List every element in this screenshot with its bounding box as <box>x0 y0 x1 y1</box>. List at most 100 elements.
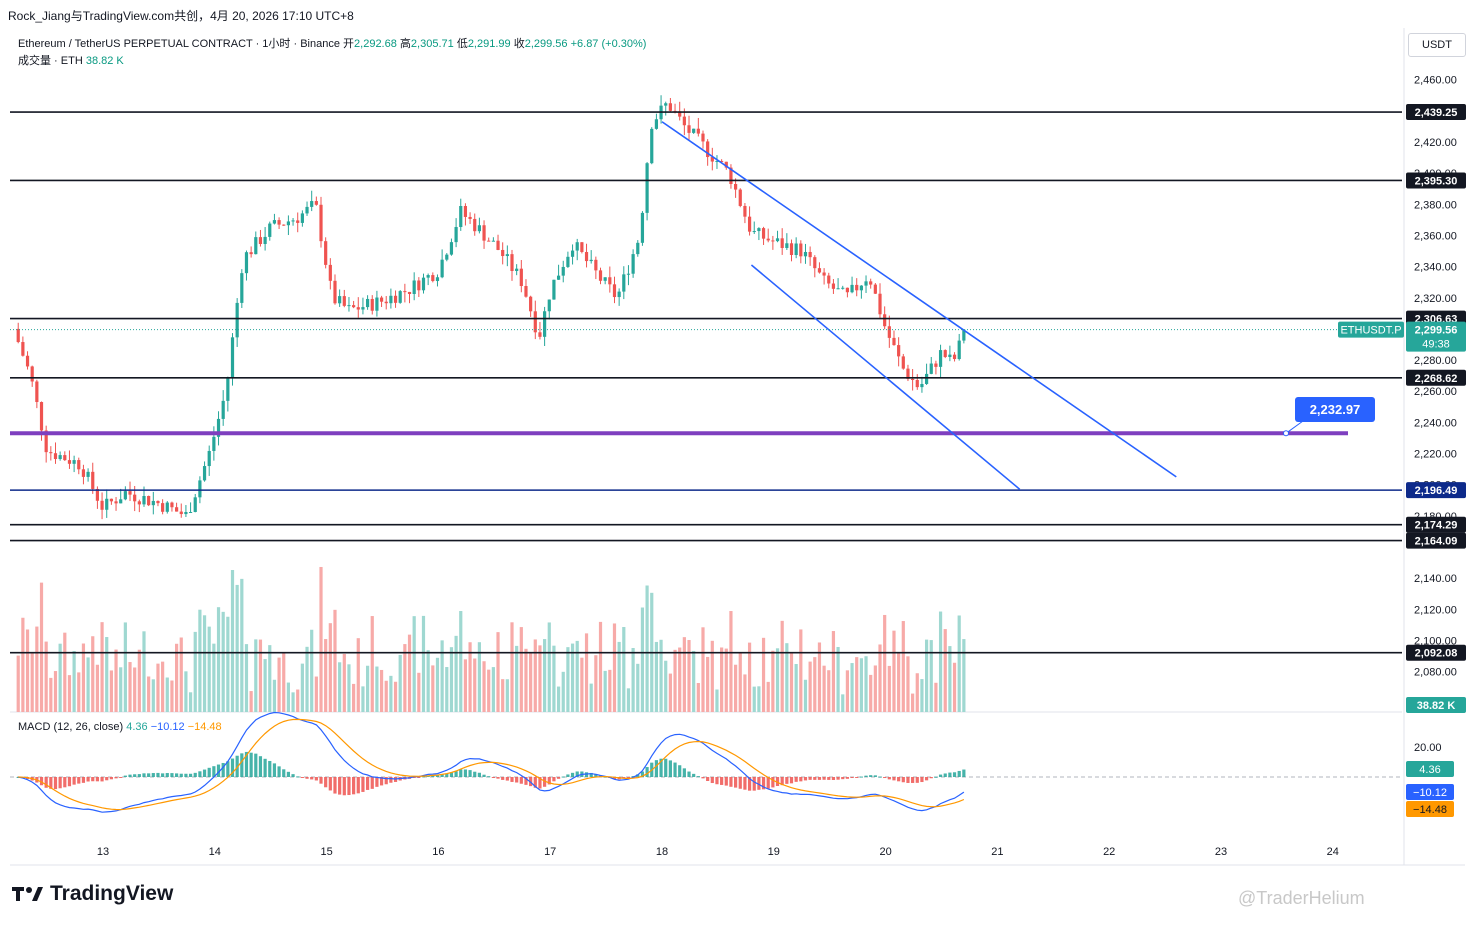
macd-hist-bar <box>244 751 249 777</box>
candle-body <box>715 160 719 162</box>
volume-bar <box>324 639 328 712</box>
volume-bar <box>808 661 812 712</box>
volume-bar <box>738 652 742 712</box>
volume-bar <box>342 653 346 712</box>
volume-bar <box>794 664 798 712</box>
macd-hist-bar <box>706 777 710 781</box>
candle-body <box>398 291 402 303</box>
volume-bar <box>49 677 53 712</box>
candle-body <box>389 295 393 304</box>
macd-hist-bar <box>314 777 318 781</box>
macd-hist-bar <box>53 777 58 790</box>
candle-body <box>128 491 132 495</box>
macd-hist-bar <box>636 774 640 777</box>
volume-bar <box>612 623 617 712</box>
candle-body <box>133 494 137 502</box>
volume-bar <box>622 627 626 712</box>
volume-bar <box>286 682 291 712</box>
candle-body <box>491 240 495 242</box>
volume-bar <box>785 643 789 712</box>
close-label: 收 <box>513 38 525 50</box>
candle-body <box>151 500 155 506</box>
volume-bar <box>35 626 39 712</box>
price-tick-label: 2,360.00 <box>1414 230 1457 242</box>
candle-body <box>501 249 505 257</box>
volume-bar <box>654 641 659 712</box>
volume-bar <box>175 643 179 712</box>
macd-hist-bar <box>72 777 76 785</box>
candle-body <box>328 264 332 281</box>
volume-bar <box>608 669 612 712</box>
target-callout-box <box>1295 397 1375 422</box>
macd-hist-bar <box>962 769 966 777</box>
volume-bar <box>673 649 677 712</box>
macd-hist-bar <box>547 777 551 785</box>
macd-hist-bar <box>552 777 556 782</box>
volume-bar <box>906 656 910 712</box>
macd-hist-bar <box>389 777 393 783</box>
candle-body <box>230 337 235 378</box>
target-callout-label: 2,232.97 <box>1310 402 1361 417</box>
volume-bar <box>244 644 249 712</box>
candle-body <box>580 242 584 252</box>
volume-bar <box>659 639 663 712</box>
macd-hist-bar <box>77 777 81 784</box>
candle-body <box>240 273 244 303</box>
macd-hist-bar <box>235 755 239 777</box>
volume-bar <box>328 623 332 712</box>
candle-body <box>109 498 113 502</box>
low-value: 2,291.99 <box>467 38 511 50</box>
macd-hist-bar <box>198 771 202 777</box>
level-label-box <box>1406 172 1466 189</box>
macd-hist-bar <box>887 777 891 780</box>
candle-body <box>766 238 770 241</box>
candle-body <box>370 298 374 311</box>
macd-hist-bar <box>165 773 169 777</box>
volume-bar <box>161 661 165 712</box>
candle-body <box>752 231 756 233</box>
currency-button[interactable]: USDT <box>1408 33 1466 57</box>
candle-body <box>184 512 188 515</box>
volume-bar <box>296 689 300 712</box>
candle-body <box>305 206 309 214</box>
macd-hist-bar <box>296 776 300 778</box>
macd-hist-bar <box>473 771 477 777</box>
macd-hist-bar <box>715 777 719 785</box>
macd-line-tag-box <box>1406 784 1454 800</box>
macd-hist-bar <box>184 773 188 777</box>
volume-bar <box>16 655 20 712</box>
candle-body <box>30 366 34 382</box>
macd-signal-tag-box <box>1406 801 1454 817</box>
candle-body <box>393 295 398 303</box>
volume-bar <box>692 650 696 712</box>
macd-hist-bar <box>109 777 113 780</box>
macd-hist-bar <box>920 777 924 783</box>
volume-bar <box>752 686 756 712</box>
candle-body <box>487 240 491 242</box>
candle-body <box>505 254 509 257</box>
candle-body <box>35 381 39 403</box>
candle-body <box>813 257 817 269</box>
macd-hist-bar <box>147 773 151 777</box>
volume-bar <box>403 644 407 712</box>
macd-hist-bar <box>850 777 854 778</box>
candle-body <box>901 356 905 369</box>
macd-hist-bar <box>226 761 230 777</box>
volume-bar <box>91 636 95 712</box>
volume-bar <box>766 681 770 712</box>
ohlc-legend: Ethereum / TetherUS PERPETUAL CONTRACT ·… <box>18 35 646 51</box>
macd-hist-bar <box>477 772 481 777</box>
volume-bar <box>580 657 584 712</box>
volume-bar <box>202 615 207 712</box>
volume-bar <box>943 629 947 712</box>
macd-hist-bar <box>440 774 444 777</box>
volume-bar <box>934 682 938 712</box>
macd-hist-bar <box>799 777 803 782</box>
candle-body <box>780 238 784 248</box>
candle-body <box>775 238 780 242</box>
volume-bar <box>873 665 877 712</box>
candle-body <box>915 380 919 388</box>
candle-body <box>654 119 659 129</box>
macd-hist-bar <box>948 772 952 777</box>
